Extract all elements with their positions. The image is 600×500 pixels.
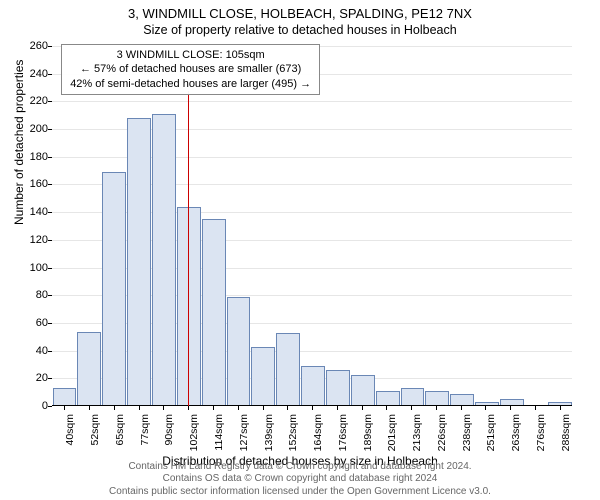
histogram-bar <box>475 402 499 405</box>
x-tick-mark <box>337 406 338 410</box>
x-tick-label: 127sqm <box>238 414 250 451</box>
x-tick-label: 288sqm <box>560 414 572 451</box>
x-tick-mark <box>535 406 536 410</box>
annotation-line3: 42% of semi-detached houses are larger (… <box>70 77 311 91</box>
y-tick-label: 240 <box>18 68 48 80</box>
histogram-bar <box>351 375 375 405</box>
histogram-bar <box>227 297 251 405</box>
y-tick-label: 0 <box>18 400 48 412</box>
y-tick-label: 220 <box>18 95 48 107</box>
x-tick-label: 102sqm <box>188 414 200 451</box>
x-tick-label: 276sqm <box>535 414 547 451</box>
x-tick-mark <box>263 406 264 410</box>
histogram-bar <box>202 219 226 405</box>
x-tick-mark <box>64 406 65 410</box>
x-tick-label: 40sqm <box>64 414 76 446</box>
histogram-bar <box>376 391 400 405</box>
x-tick-label: 226sqm <box>436 414 448 451</box>
y-tick-label: 140 <box>18 206 48 218</box>
histogram-bar <box>102 172 126 405</box>
x-tick-mark <box>436 406 437 410</box>
x-tick-label: 152sqm <box>287 414 299 451</box>
histogram-bar <box>500 399 524 405</box>
x-tick-label: 251sqm <box>485 414 497 451</box>
y-tick-mark <box>48 406 52 407</box>
y-tick-label: 20 <box>18 372 48 384</box>
histogram-bar <box>450 394 474 405</box>
x-tick-mark <box>560 406 561 410</box>
footer-attribution: Contains HM Land Registry data © Crown c… <box>0 461 600 499</box>
y-tick-label: 180 <box>18 151 48 163</box>
histogram-bar <box>401 388 425 405</box>
histogram-bar <box>276 333 300 405</box>
x-tick-label: 213sqm <box>411 414 423 451</box>
x-tick-label: 263sqm <box>510 414 522 451</box>
x-tick-label: 189sqm <box>362 414 374 451</box>
x-tick-label: 139sqm <box>263 414 275 451</box>
histogram-bar <box>425 391 449 405</box>
histogram-bar <box>326 370 350 405</box>
y-tick-label: 40 <box>18 345 48 357</box>
annotation-box: 3 WINDMILL CLOSE: 105sqm ← 57% of detach… <box>61 44 320 95</box>
x-tick-mark <box>213 406 214 410</box>
x-tick-mark <box>312 406 313 410</box>
x-tick-label: 164sqm <box>312 414 324 451</box>
histogram-bar <box>152 114 176 405</box>
y-tick-label: 160 <box>18 178 48 190</box>
histogram-bar <box>77 332 101 405</box>
x-tick-label: 176sqm <box>337 414 349 451</box>
histogram-bar <box>251 347 275 405</box>
x-tick-mark <box>188 406 189 410</box>
x-tick-mark <box>163 406 164 410</box>
x-tick-label: 90sqm <box>163 414 175 446</box>
x-tick-mark <box>411 406 412 410</box>
annotation-line2: ← 57% of detached houses are smaller (67… <box>70 62 311 76</box>
x-tick-mark <box>114 406 115 410</box>
plot-area: 3 WINDMILL CLOSE: 105sqm ← 57% of detach… <box>52 46 572 406</box>
property-marker-line <box>188 91 189 406</box>
y-tick-label: 60 <box>18 317 48 329</box>
histogram-bar <box>301 366 325 405</box>
footer-line3: Contains public sector information licen… <box>0 486 600 499</box>
x-tick-mark <box>362 406 363 410</box>
x-tick-label: 77sqm <box>139 414 151 446</box>
x-tick-label: 114sqm <box>213 414 225 451</box>
x-tick-label: 65sqm <box>114 414 126 446</box>
x-tick-mark <box>89 406 90 410</box>
x-tick-mark <box>139 406 140 410</box>
chart-title-line2: Size of property relative to detached ho… <box>0 21 600 37</box>
x-tick-mark <box>287 406 288 410</box>
histogram-bar <box>548 402 572 405</box>
x-tick-mark <box>485 406 486 410</box>
annotation-line1: 3 WINDMILL CLOSE: 105sqm <box>70 48 311 62</box>
y-tick-label: 260 <box>18 40 48 52</box>
x-tick-mark <box>510 406 511 410</box>
x-tick-mark <box>386 406 387 410</box>
y-tick-label: 200 <box>18 123 48 135</box>
y-tick-label: 80 <box>18 289 48 301</box>
y-tick-label: 100 <box>18 262 48 274</box>
y-tick-label: 120 <box>18 234 48 246</box>
footer-line2: Contains OS data © Crown copyright and d… <box>0 473 600 486</box>
x-tick-mark <box>461 406 462 410</box>
footer-line1: Contains HM Land Registry data © Crown c… <box>0 461 600 474</box>
y-axis-label: Number of detached properties <box>12 60 26 225</box>
chart-title-line1: 3, WINDMILL CLOSE, HOLBEACH, SPALDING, P… <box>0 0 600 21</box>
histogram-bar <box>127 118 151 405</box>
chart-area: 3 WINDMILL CLOSE: 105sqm ← 57% of detach… <box>52 46 572 406</box>
histogram-bar <box>53 388 77 405</box>
x-tick-label: 238sqm <box>461 414 473 451</box>
x-tick-label: 52sqm <box>89 414 101 446</box>
bars-container <box>52 46 572 405</box>
x-tick-label: 201sqm <box>386 414 398 451</box>
x-tick-mark <box>238 406 239 410</box>
